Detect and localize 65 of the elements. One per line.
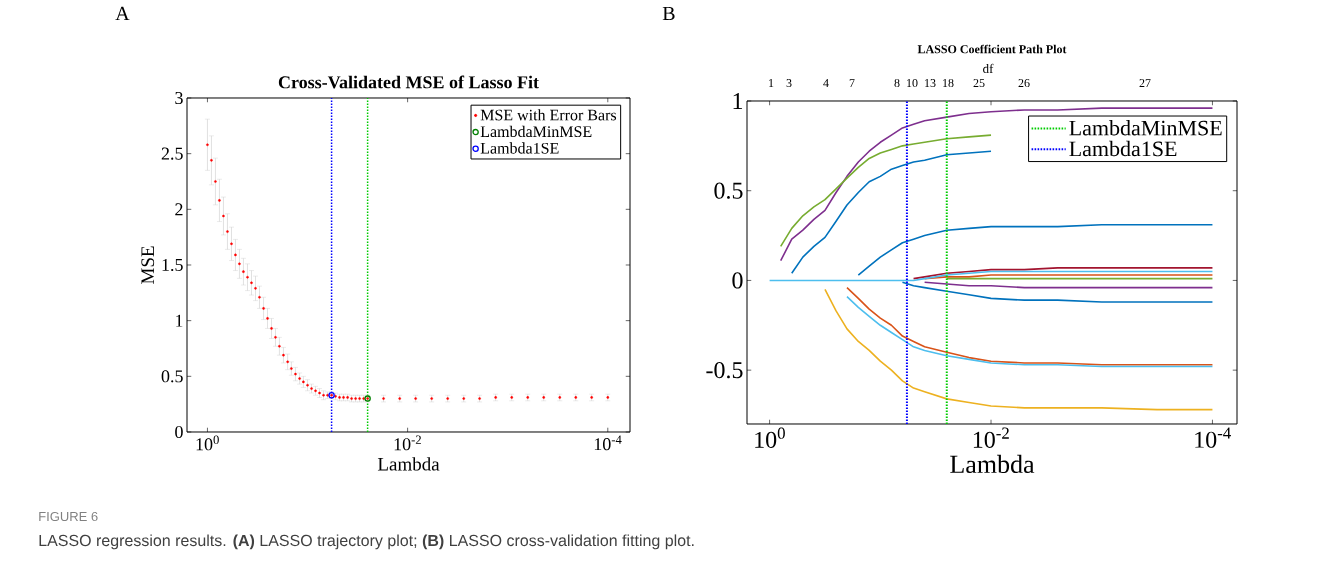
point	[282, 353, 285, 357]
y-tick-label: 3	[175, 91, 183, 105]
text: 1	[769, 79, 774, 87]
point	[286, 360, 289, 364]
text: 10	[907, 79, 918, 88]
y-tick-label: 1.5	[162, 258, 183, 272]
chart-title: LASSO Coefficient Path Plot	[917, 44, 1067, 54]
caption: FIGURE 6	[39, 511, 98, 522]
y-tick-label: 1	[176, 314, 183, 327]
text: 25	[973, 79, 985, 88]
x-tick-label: 10$^{0}$	[755, 427, 785, 448]
point	[206, 143, 209, 147]
point	[210, 159, 213, 162]
point	[290, 367, 293, 370]
x-tick-label: 10$^{-2}$	[973, 427, 1009, 448]
text: 27	[1139, 79, 1151, 87]
text: 3	[786, 79, 792, 88]
point	[214, 180, 217, 183]
x-tick-label: 10$^{-4}$	[594, 435, 622, 451]
point	[242, 270, 245, 273]
text: 26	[1018, 79, 1030, 88]
text: 13	[925, 79, 936, 88]
point	[274, 336, 277, 339]
point	[278, 344, 281, 348]
legend-label: LambdaMinMSE	[1069, 120, 1222, 136]
x-axis-title: Lambda	[950, 454, 1035, 474]
point	[254, 287, 257, 290]
x-axis-title: Lambda	[377, 457, 440, 471]
point	[270, 327, 273, 330]
y-tick-label: 2	[175, 203, 183, 216]
y-tick-label: 0.5	[161, 370, 183, 383]
x-tick-label: 10$^{-4}$	[1195, 427, 1231, 448]
x-tick-label: 10$^{0}$	[196, 435, 219, 451]
point	[250, 281, 253, 285]
chart-title: Cross-Validated MSE of Lasso Fit	[278, 75, 539, 89]
point	[266, 317, 269, 320]
text: A	[115, 6, 130, 20]
legend-label: LambdaMinMSE	[480, 125, 592, 138]
point	[238, 262, 241, 266]
y-tick-label: 0.5	[714, 182, 743, 199]
point	[226, 230, 229, 233]
text: B	[662, 6, 675, 21]
text: 8	[894, 79, 900, 88]
point	[230, 242, 233, 246]
point	[218, 199, 221, 202]
point	[246, 275, 249, 279]
point	[262, 307, 265, 310]
text: 7	[849, 79, 855, 87]
text: df	[983, 63, 994, 74]
text: 4	[823, 79, 829, 87]
y-tick-label: 0	[175, 425, 183, 439]
point	[258, 295, 261, 299]
text: LASSO regression results. (A) LASSO trajectory plot; (B) LASSO cross-validation fitting plot.	[39, 534, 694, 550]
legend-label: MSE with Error Bars	[480, 109, 617, 121]
y-tick-label: 2.5	[161, 147, 183, 160]
point	[222, 214, 225, 218]
y-axis-title: MSE	[141, 246, 155, 284]
legend-label: Lambda1SE	[1069, 140, 1177, 157]
text: 18	[943, 79, 954, 88]
point	[234, 253, 237, 257]
x-tick-label: 10$^{-2}$	[394, 435, 421, 451]
y-tick-label: 1	[733, 93, 743, 109]
y-tick-label: 0	[732, 272, 743, 289]
legend-label: Lambda1SE	[480, 142, 559, 154]
y-tick-label: -0.5	[706, 362, 743, 379]
